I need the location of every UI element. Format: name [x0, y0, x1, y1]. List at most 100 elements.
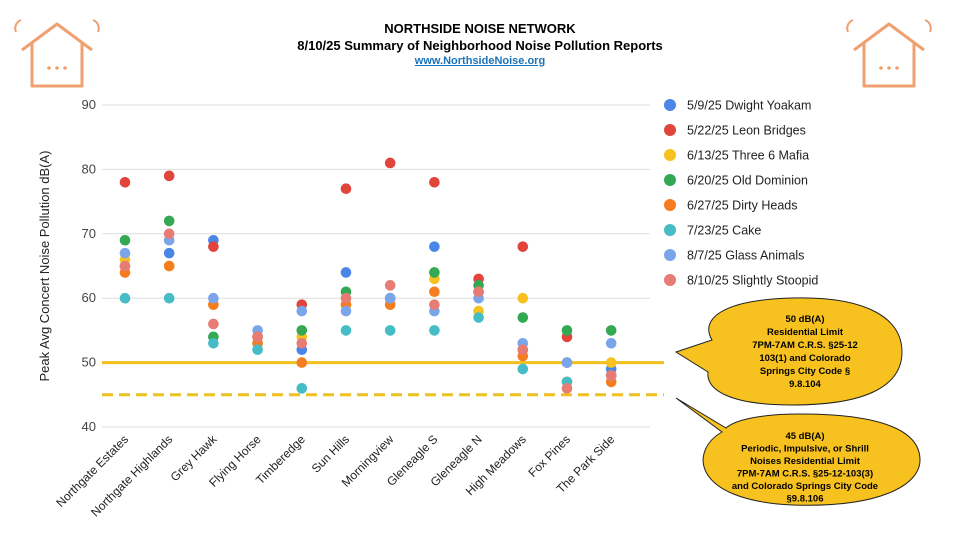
data-point	[605, 337, 617, 349]
data-point	[384, 325, 396, 336]
data-point	[517, 241, 529, 252]
legend-marker	[664, 99, 676, 111]
legend-item: 8/7/25 Glass Animals	[664, 249, 804, 263]
data-point	[296, 383, 308, 394]
legend-label: 8/7/25 Glass Animals	[687, 249, 804, 263]
callout-line: Springs City Code §	[760, 366, 850, 377]
callout-line: 7PM-7AM C.R.S. §25-12	[752, 340, 858, 351]
callout-line: 45 dB(A)	[785, 431, 824, 442]
callout-line: Noises Residential Limit	[750, 456, 861, 467]
data-point	[384, 280, 396, 291]
x-tick-label: Northgate Estates	[53, 432, 131, 510]
data-point	[163, 170, 175, 182]
callout-50db: 50 dB(A) Residential Limit 7PM-7AM C.R.S. …	[674, 297, 903, 406]
data-point	[473, 286, 484, 298]
legend-marker	[664, 124, 676, 136]
chart-subtitle: 8/10/25 Summary of Neighborhood Noise Po…	[297, 38, 663, 53]
data-point	[340, 292, 352, 304]
data-point	[208, 241, 219, 252]
data-point	[517, 363, 529, 375]
x-tick-label: Sun Hills	[309, 432, 352, 475]
data-point	[119, 234, 131, 246]
house-wifi-icon	[14, 19, 100, 88]
legend-item: 8/10/25 Slightly Stoopid	[664, 274, 818, 288]
y-tick-label: 80	[82, 161, 96, 176]
legend-label: 6/20/25 Old Dominion	[687, 174, 808, 188]
data-point	[119, 260, 131, 272]
data-point	[119, 247, 131, 259]
data-points	[119, 157, 617, 394]
data-point	[517, 292, 529, 304]
legend: 5/9/25 Dwight Yoakam 5/22/25 Leon Bridges…	[664, 99, 818, 288]
legend-marker	[664, 149, 676, 161]
data-point	[429, 241, 440, 252]
data-point	[517, 344, 529, 356]
data-point	[605, 370, 617, 381]
x-tick-label: Northgate Highlands	[88, 432, 175, 519]
data-point	[340, 325, 352, 336]
data-point	[208, 337, 219, 349]
website-link[interactable]: www.NorthsideNoise.org	[414, 55, 546, 67]
data-point	[473, 312, 484, 323]
data-point	[429, 267, 440, 278]
data-point	[340, 305, 352, 317]
y-tick-label: 50	[82, 355, 96, 370]
legend-item: 6/13/25 Three 6 Mafia	[664, 149, 809, 163]
data-point	[296, 357, 308, 368]
data-point	[163, 292, 175, 304]
data-point	[296, 305, 308, 317]
data-point	[429, 325, 440, 336]
data-point	[163, 260, 175, 272]
legend-item: 5/9/25 Dwight Yoakam	[664, 99, 811, 113]
callout-line: 103(1) and Colorado	[759, 353, 851, 364]
y-tick-label: 40	[82, 419, 96, 434]
data-point	[252, 344, 263, 356]
data-point	[163, 215, 175, 227]
data-point	[517, 312, 529, 323]
legend-marker	[664, 224, 676, 236]
data-point	[384, 292, 396, 304]
callout-45db: 45 dB(A) Periodic, Impulsive, or ShrillNo…	[675, 397, 921, 506]
y-tick-label: 70	[82, 226, 96, 241]
callout-line: 50 dB(A)	[785, 314, 824, 325]
legend-label: 6/27/25 Dirty Heads	[687, 199, 797, 213]
data-point	[340, 183, 352, 195]
legend-item: 6/27/25 Dirty Heads	[664, 199, 797, 213]
data-point	[163, 247, 175, 259]
callout-line: §9.8.106	[787, 494, 824, 505]
callout-50db-text: 50 dB(A) Residential Limit 7PM-7AM C.R.S. …	[752, 314, 858, 390]
y-axis-label: Peak Avg Concert Noise Pollution dB(A)	[37, 151, 52, 382]
legend-marker	[664, 199, 676, 211]
data-point	[208, 292, 219, 304]
data-point	[340, 267, 352, 278]
data-point	[119, 176, 131, 188]
y-tick-label: 90	[82, 97, 96, 112]
data-point	[605, 325, 617, 336]
callout-line: and Colorado Springs City Code	[732, 481, 878, 492]
chart-header: NORTHSIDE NOISE NETWORK 8/10/25 Summary …	[0, 20, 960, 68]
data-point	[208, 318, 219, 330]
legend-label: 5/9/25 Dwight Yoakam	[687, 99, 811, 113]
legend-item: 7/23/25 Cake	[664, 224, 761, 238]
legend-marker	[664, 274, 676, 286]
data-point	[429, 299, 440, 310]
legend-label: 8/10/25 Slightly Stoopid	[687, 274, 818, 288]
callout-45db-text: 45 dB(A) Periodic, Impulsive, or ShrillNo…	[732, 431, 878, 505]
legend-label: 7/23/25 Cake	[687, 224, 761, 238]
chart-title: NORTHSIDE NOISE NETWORK	[384, 21, 576, 36]
data-point	[429, 286, 440, 298]
data-point	[561, 383, 573, 394]
data-point	[163, 228, 175, 240]
legend-marker	[664, 174, 676, 186]
data-point	[384, 157, 396, 169]
callout-line: Periodic, Impulsive, or Shrill	[741, 444, 869, 455]
data-point	[561, 325, 573, 336]
data-point	[296, 337, 308, 349]
data-point	[119, 292, 131, 304]
legend-marker	[664, 249, 676, 261]
reference-lines	[102, 361, 664, 397]
data-point	[429, 176, 440, 188]
data-point	[561, 357, 573, 368]
callout-line: 7PM-7AM C.R.S. §25-12-103(3)	[737, 469, 873, 480]
